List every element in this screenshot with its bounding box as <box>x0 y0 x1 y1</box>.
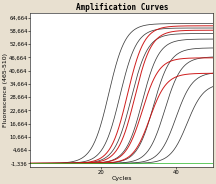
X-axis label: Cycles: Cycles <box>112 176 132 181</box>
Title: Amplification Curves: Amplification Curves <box>76 3 168 12</box>
Y-axis label: Fluorescence (465-510): Fluorescence (465-510) <box>3 53 8 127</box>
